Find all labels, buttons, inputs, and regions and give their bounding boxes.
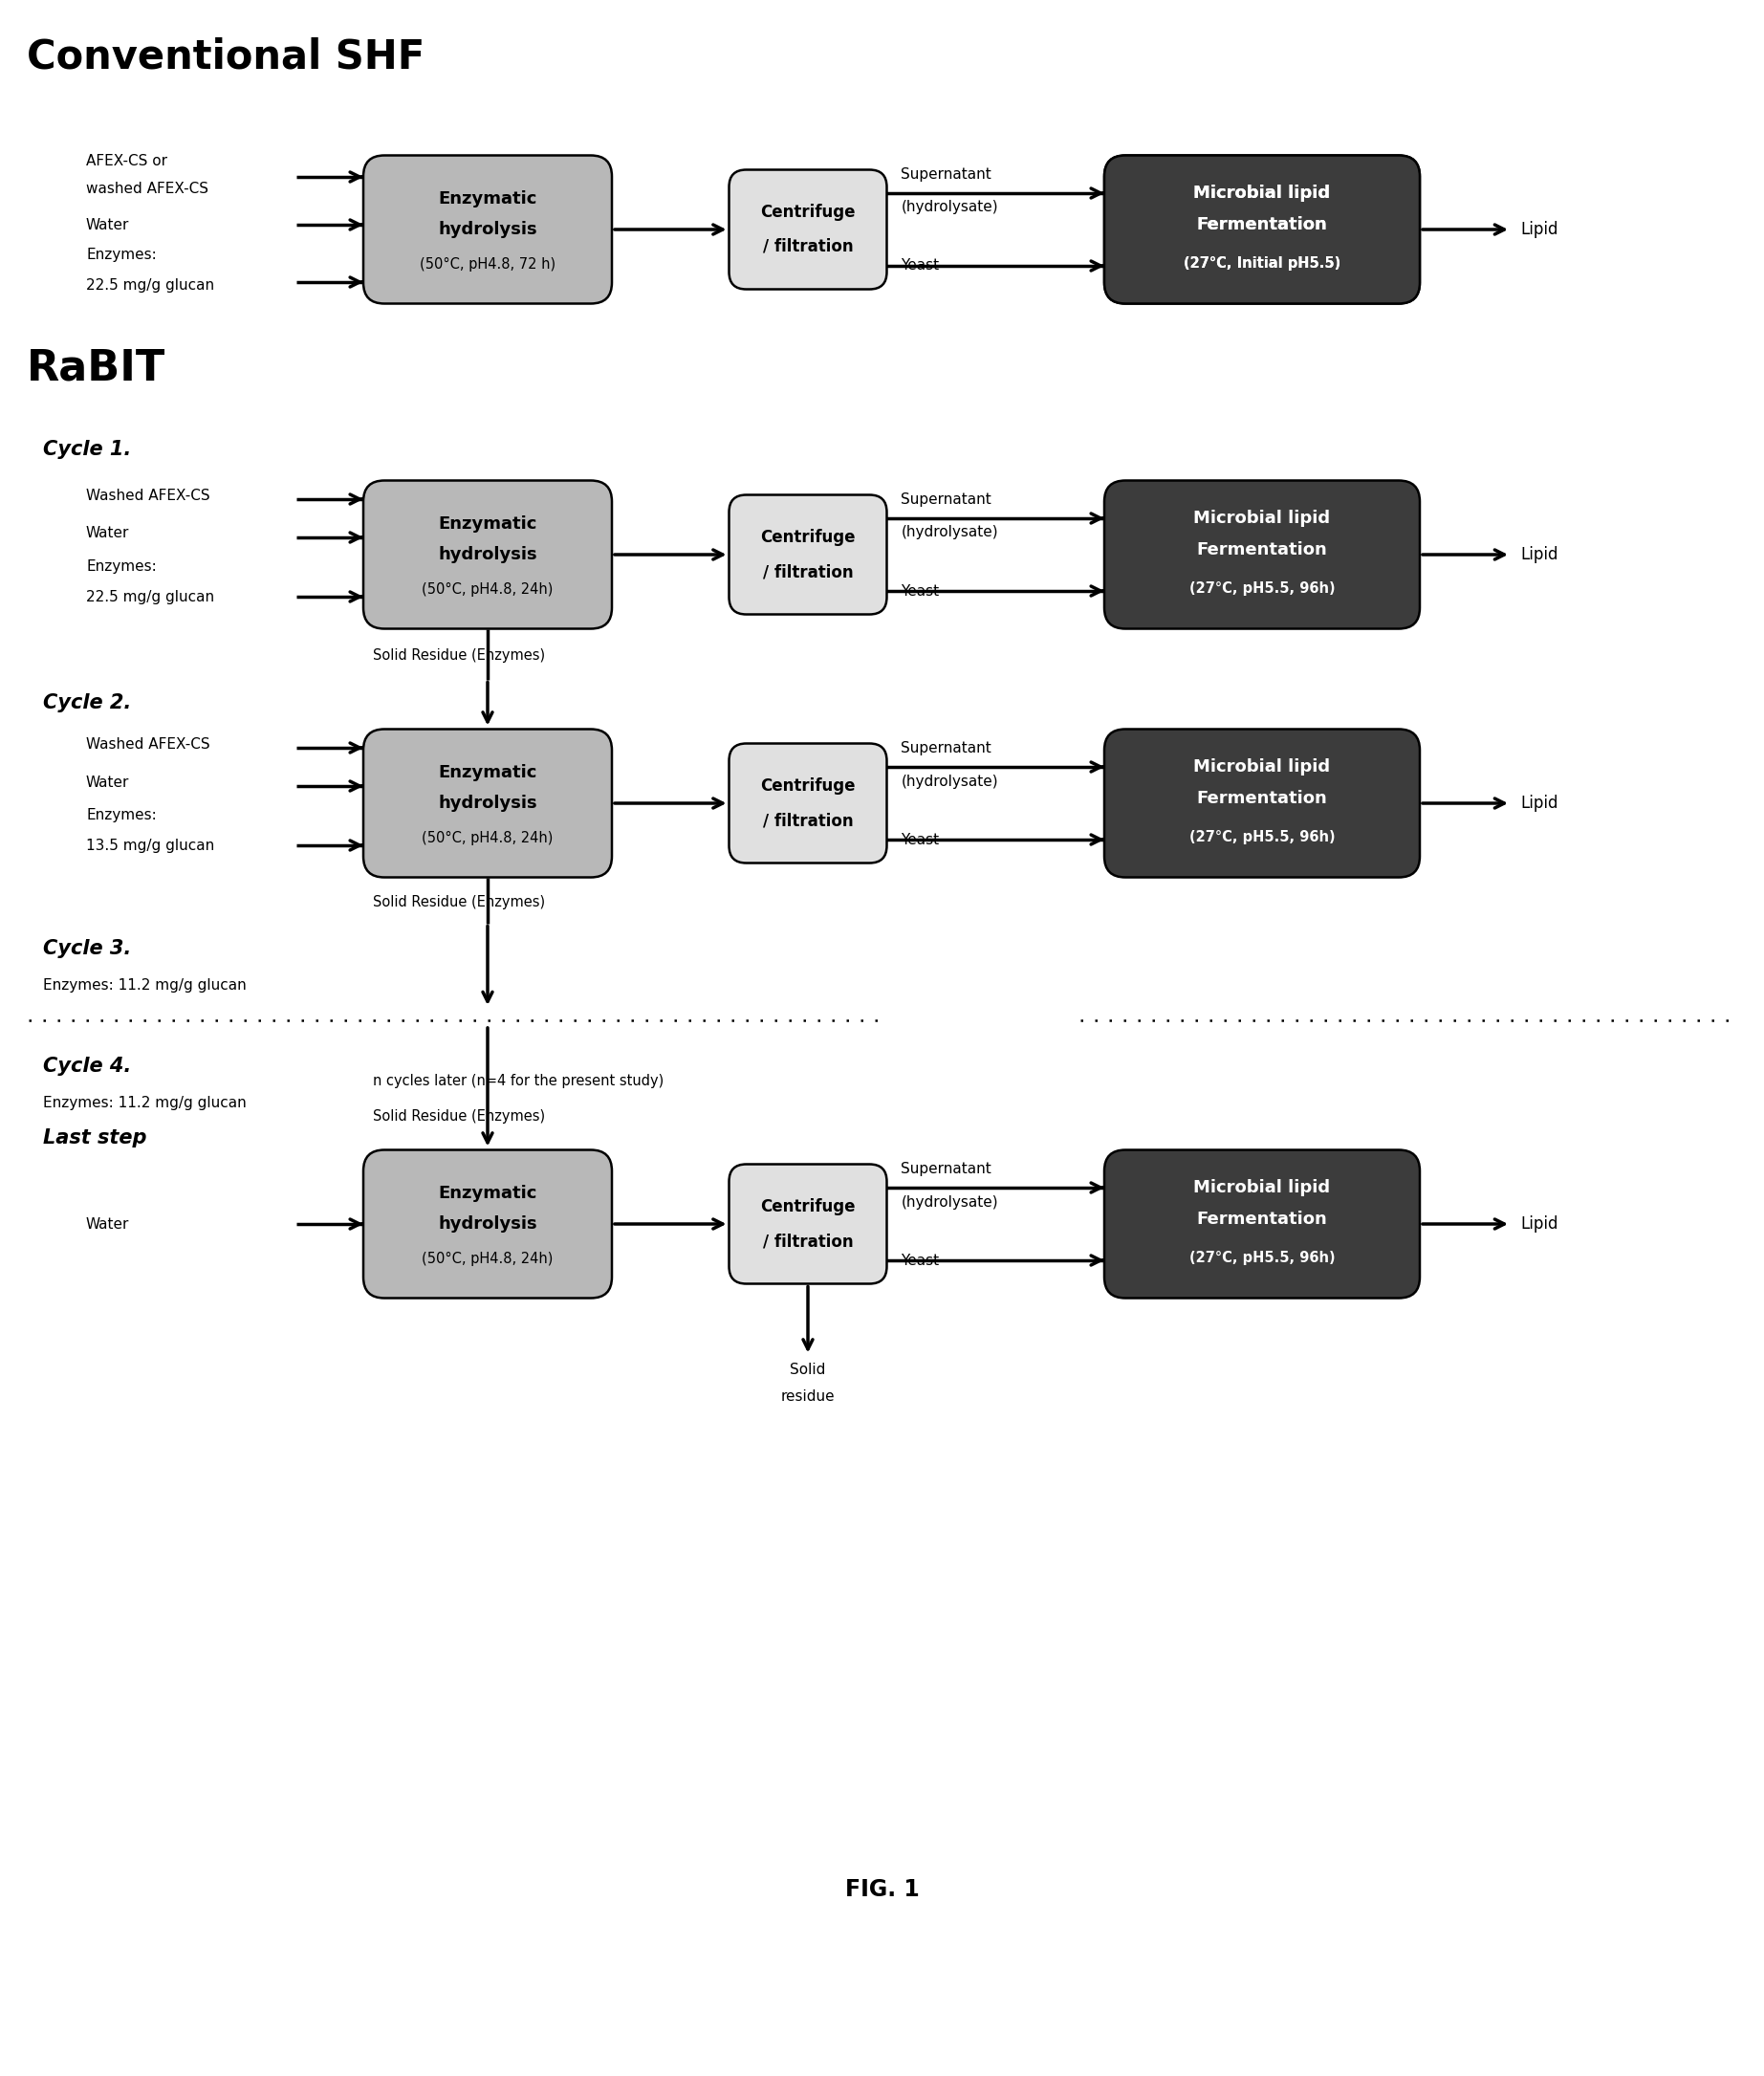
Text: Cycle 1.: Cycle 1. bbox=[42, 440, 131, 459]
Text: Microbial lipid: Microbial lipid bbox=[1194, 185, 1330, 201]
Text: Fermentation: Fermentation bbox=[1196, 542, 1328, 558]
Text: Cycle 4.: Cycle 4. bbox=[42, 1057, 131, 1075]
FancyBboxPatch shape bbox=[1104, 729, 1420, 878]
Text: Supernatant: Supernatant bbox=[901, 492, 991, 507]
Text: n cycles later (n=4 for the present study): n cycles later (n=4 for the present stud… bbox=[372, 1073, 663, 1088]
Text: (27°C, pH5.5, 96h): (27°C, pH5.5, 96h) bbox=[1189, 830, 1335, 843]
Text: / filtration: / filtration bbox=[762, 1233, 854, 1250]
Text: Enzymatic: Enzymatic bbox=[437, 1185, 536, 1202]
Text: Enzymatic: Enzymatic bbox=[437, 191, 536, 208]
Text: 22.5 mg/g glucan: 22.5 mg/g glucan bbox=[86, 278, 213, 293]
Text: Water: Water bbox=[86, 1217, 129, 1231]
FancyBboxPatch shape bbox=[1104, 156, 1420, 303]
Text: (hydrolysate): (hydrolysate) bbox=[901, 774, 998, 789]
Text: (27°C, Initial pH5.5): (27°C, Initial pH5.5) bbox=[1184, 255, 1341, 270]
Text: Washed AFEX-CS: Washed AFEX-CS bbox=[86, 488, 210, 502]
Text: Enzymes: 11.2 mg/g glucan: Enzymes: 11.2 mg/g glucan bbox=[42, 1096, 247, 1111]
FancyBboxPatch shape bbox=[729, 170, 887, 289]
Text: Cycle 2.: Cycle 2. bbox=[42, 693, 131, 712]
Text: Fermentation: Fermentation bbox=[1196, 789, 1328, 808]
Text: Enzymes:: Enzymes: bbox=[86, 558, 157, 573]
Text: 22.5 mg/g glucan: 22.5 mg/g glucan bbox=[86, 590, 213, 604]
Text: Water: Water bbox=[86, 218, 129, 233]
Text: (50°C, pH4.8, 72 h): (50°C, pH4.8, 72 h) bbox=[420, 257, 556, 272]
Text: Fermentation: Fermentation bbox=[1196, 216, 1328, 233]
Text: Yeast: Yeast bbox=[901, 832, 940, 847]
Text: Lipid: Lipid bbox=[1521, 220, 1558, 239]
FancyBboxPatch shape bbox=[363, 480, 612, 629]
Text: Enzymes: 11.2 mg/g glucan: Enzymes: 11.2 mg/g glucan bbox=[42, 978, 247, 992]
FancyBboxPatch shape bbox=[363, 156, 612, 303]
Text: Centrifuge: Centrifuge bbox=[760, 776, 856, 795]
Text: Centrifuge: Centrifuge bbox=[760, 203, 856, 220]
Text: Centrifuge: Centrifuge bbox=[760, 1198, 856, 1214]
Text: Lipid: Lipid bbox=[1521, 546, 1558, 563]
Text: Supernatant: Supernatant bbox=[901, 1160, 991, 1175]
Text: 13.5 mg/g glucan: 13.5 mg/g glucan bbox=[86, 839, 215, 853]
Text: Water: Water bbox=[86, 774, 129, 789]
Text: Lipid: Lipid bbox=[1521, 795, 1558, 812]
Text: Microbial lipid: Microbial lipid bbox=[1194, 758, 1330, 776]
FancyBboxPatch shape bbox=[729, 494, 887, 614]
FancyBboxPatch shape bbox=[1104, 480, 1420, 629]
FancyBboxPatch shape bbox=[729, 1165, 887, 1283]
Text: Microbial lipid: Microbial lipid bbox=[1194, 511, 1330, 527]
Text: Enzymatic: Enzymatic bbox=[437, 515, 536, 534]
Text: Fermentation: Fermentation bbox=[1196, 216, 1328, 233]
Text: AFEX-CS or: AFEX-CS or bbox=[86, 154, 168, 168]
Text: (27°C, pH5.5, 96h): (27°C, pH5.5, 96h) bbox=[1189, 581, 1335, 596]
Text: (hydrolysate): (hydrolysate) bbox=[901, 525, 998, 540]
Text: Yeast: Yeast bbox=[901, 583, 940, 598]
Text: FIG. 1: FIG. 1 bbox=[845, 1879, 919, 1902]
Text: (50°C, pH4.8, 24h): (50°C, pH4.8, 24h) bbox=[422, 581, 554, 596]
Text: (hydrolysate): (hydrolysate) bbox=[901, 199, 998, 214]
Text: (27°C, Initial pH5.5): (27°C, Initial pH5.5) bbox=[1184, 255, 1341, 270]
Text: Solid Residue (Enzymes): Solid Residue (Enzymes) bbox=[372, 1109, 545, 1123]
Text: Fermentation: Fermentation bbox=[1196, 1210, 1328, 1227]
Text: washed AFEX-CS: washed AFEX-CS bbox=[86, 183, 208, 197]
Text: Centrifuge: Centrifuge bbox=[760, 529, 856, 546]
Text: hydrolysis: hydrolysis bbox=[437, 546, 538, 563]
Text: Enzymatic: Enzymatic bbox=[437, 764, 536, 781]
Text: hydrolysis: hydrolysis bbox=[437, 1214, 538, 1233]
Text: Microbial lipid: Microbial lipid bbox=[1194, 185, 1330, 201]
Text: Enzymes:: Enzymes: bbox=[86, 808, 157, 822]
Text: (50°C, pH4.8, 24h): (50°C, pH4.8, 24h) bbox=[422, 1252, 554, 1266]
Text: Yeast: Yeast bbox=[901, 1254, 940, 1268]
FancyBboxPatch shape bbox=[363, 1150, 612, 1298]
Text: Solid Residue (Enzymes): Solid Residue (Enzymes) bbox=[372, 648, 545, 662]
Text: Supernatant: Supernatant bbox=[901, 166, 991, 181]
FancyBboxPatch shape bbox=[729, 743, 887, 864]
Text: Conventional SHF: Conventional SHF bbox=[26, 37, 425, 77]
Text: Microbial lipid: Microbial lipid bbox=[1194, 1179, 1330, 1196]
FancyBboxPatch shape bbox=[1104, 1150, 1420, 1298]
FancyBboxPatch shape bbox=[1104, 156, 1420, 303]
Text: Yeast: Yeast bbox=[901, 260, 940, 274]
Text: Supernatant: Supernatant bbox=[901, 741, 991, 756]
Text: (50°C, pH4.8, 24h): (50°C, pH4.8, 24h) bbox=[422, 830, 554, 845]
Text: / filtration: / filtration bbox=[762, 563, 854, 581]
Text: Lipid: Lipid bbox=[1521, 1214, 1558, 1233]
FancyBboxPatch shape bbox=[363, 729, 612, 878]
Text: hydrolysis: hydrolysis bbox=[437, 795, 538, 812]
Text: hydrolysis: hydrolysis bbox=[437, 220, 538, 239]
Text: (27°C, pH5.5, 96h): (27°C, pH5.5, 96h) bbox=[1189, 1250, 1335, 1264]
Text: / filtration: / filtration bbox=[762, 239, 854, 255]
Text: residue: residue bbox=[781, 1389, 834, 1403]
Text: (hydrolysate): (hydrolysate) bbox=[901, 1196, 998, 1208]
Text: Last step: Last step bbox=[42, 1129, 146, 1148]
Text: Cycle 3.: Cycle 3. bbox=[42, 938, 131, 959]
Text: Solid: Solid bbox=[790, 1362, 826, 1376]
Text: Washed AFEX-CS: Washed AFEX-CS bbox=[86, 737, 210, 752]
Text: Solid Residue (Enzymes): Solid Residue (Enzymes) bbox=[372, 895, 545, 909]
Text: Enzymes:: Enzymes: bbox=[86, 249, 157, 262]
Text: / filtration: / filtration bbox=[762, 812, 854, 828]
Text: Water: Water bbox=[86, 527, 129, 540]
Text: RaBIT: RaBIT bbox=[26, 347, 166, 388]
